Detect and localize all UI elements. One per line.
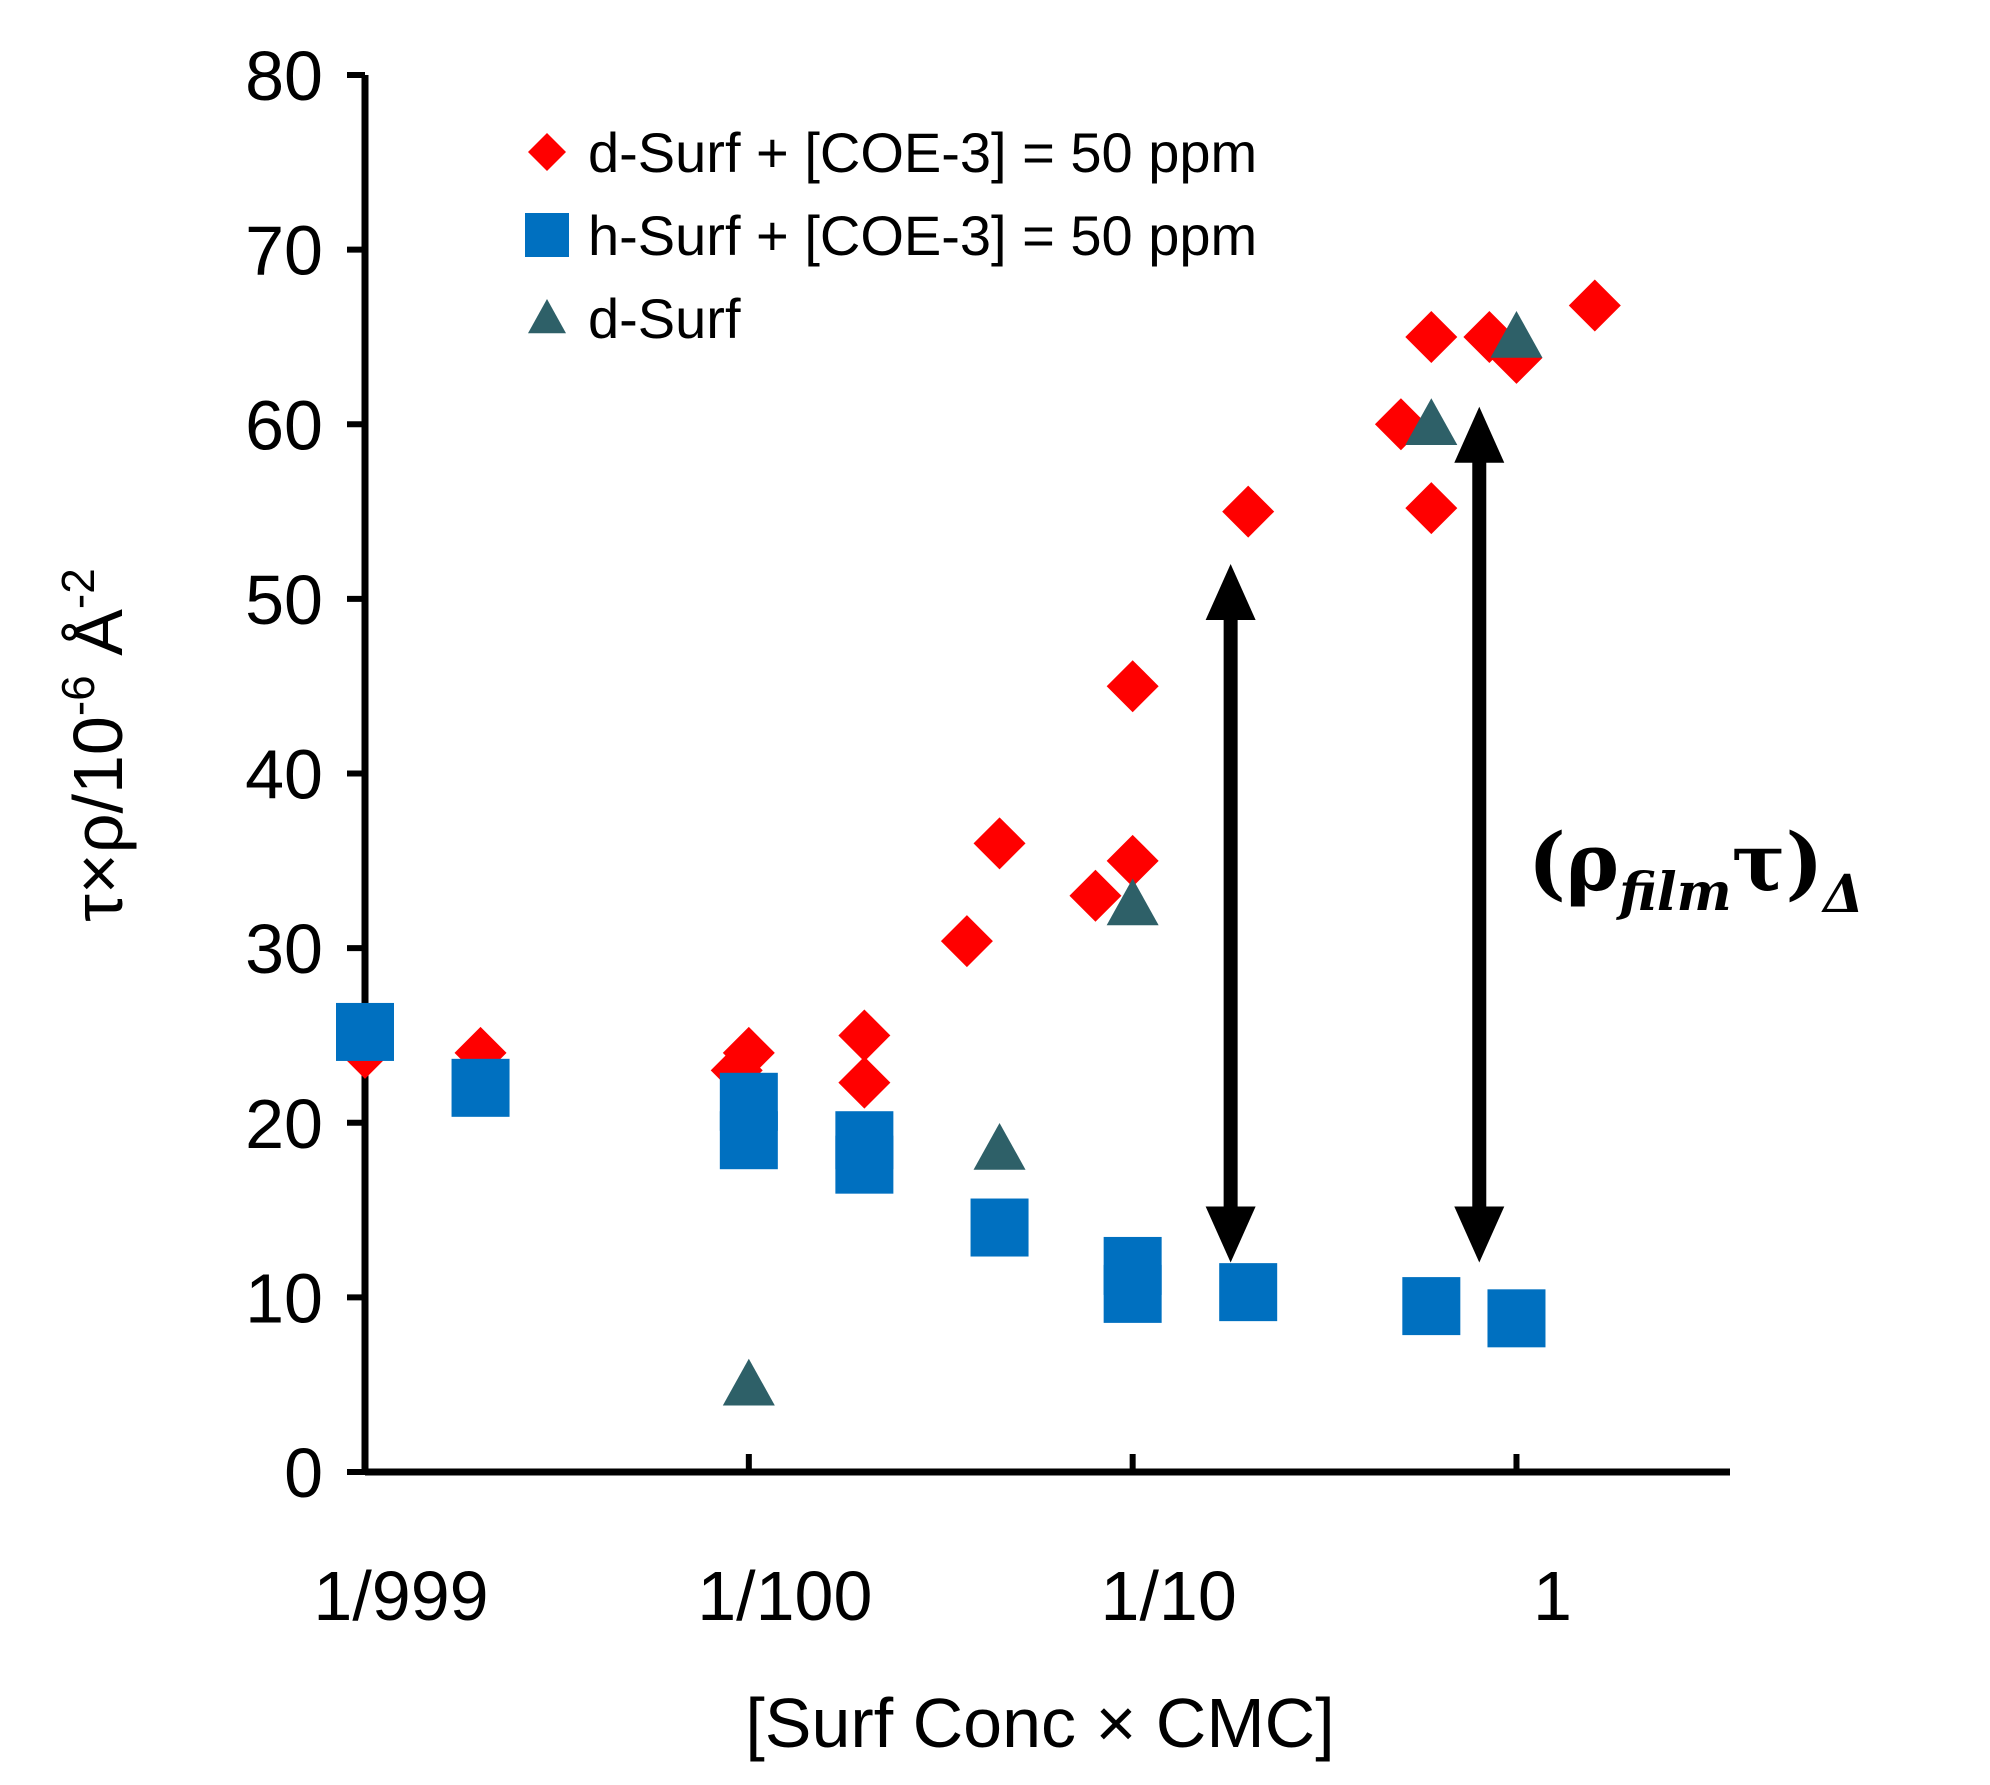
y-tick-label: 10 [245,1259,323,1337]
data-point-square [451,1058,510,1117]
data-point-diamond [973,817,1026,870]
x-tick-label: 1/100 [697,1557,872,1635]
data-point-diamond [1568,279,1621,332]
data-point-diamond [940,915,993,968]
data-point-diamond [838,1056,891,1109]
data-point-triangle [1405,398,1458,446]
arrow-head-down [1205,1206,1256,1263]
data-point-diamond [722,1026,775,1079]
data-point-diamond [1106,834,1159,887]
data-point-triangle [722,1358,775,1406]
legend-marker-square [525,213,569,257]
data-point-square [1219,1263,1278,1322]
data-point-square [719,1111,778,1170]
data-points [336,279,1621,1406]
y-tick-label: 20 [245,1085,323,1163]
legend-marker-triangle [528,299,566,334]
x-axis-title: [Surf Conc × CMC] [745,1684,1334,1762]
legend-label: h-Surf + [COE-3] = 50 ppm [588,204,1257,267]
axes: 0 10 20 30 40 50 60 70 80 1/999 1/100 1/10 1 [245,37,1730,1635]
y-tick-label: 70 [245,212,323,290]
arrow-head-down [1454,1206,1505,1263]
data-point-triangle [973,1122,1026,1170]
y-axis-title: τ×ρ/10-6 Å-2 [52,568,137,922]
x-tick-label: 1/999 [313,1557,488,1635]
data-point-square [1103,1264,1162,1323]
data-point-diamond [1405,482,1458,535]
legend-label: d-Surf [588,287,741,350]
y-tick-label: 0 [284,1434,323,1512]
legend: d-Surf + [COE-3] = 50 ppm h-Surf + [COE-3… [525,121,1257,350]
y-tick-label: 60 [245,386,323,464]
arrow-head-up [1205,563,1256,620]
data-point-square [835,1135,894,1194]
data-point-diamond [1106,660,1159,713]
legend-marker-diamond [528,133,566,171]
x-tick-label: 1 [1533,1557,1572,1635]
data-point-triangle [1106,878,1159,926]
arrow-head-up [1454,406,1505,463]
data-point-diamond [838,1009,891,1062]
legend-label: d-Surf + [COE-3] = 50 ppm [588,121,1257,184]
data-point-diamond [1069,869,1122,922]
data-point-square [970,1198,1029,1257]
data-point-diamond [1222,485,1275,538]
annotations [1205,406,1505,1263]
x-tick-label: 1/10 [1101,1557,1237,1635]
data-point-square [1487,1289,1546,1348]
y-tick-label: 50 [245,561,323,639]
rho-film-tau-delta-label: (ρfilmτ)Δ [1528,815,1864,925]
y-tick-label: 80 [245,37,323,115]
y-tick-label: 30 [245,910,323,988]
data-point-square [336,1002,394,1061]
data-point-diamond [1405,310,1458,363]
data-point-square [1402,1277,1461,1336]
y-tick-label: 40 [245,736,323,814]
data-point-triangle [1490,310,1543,358]
